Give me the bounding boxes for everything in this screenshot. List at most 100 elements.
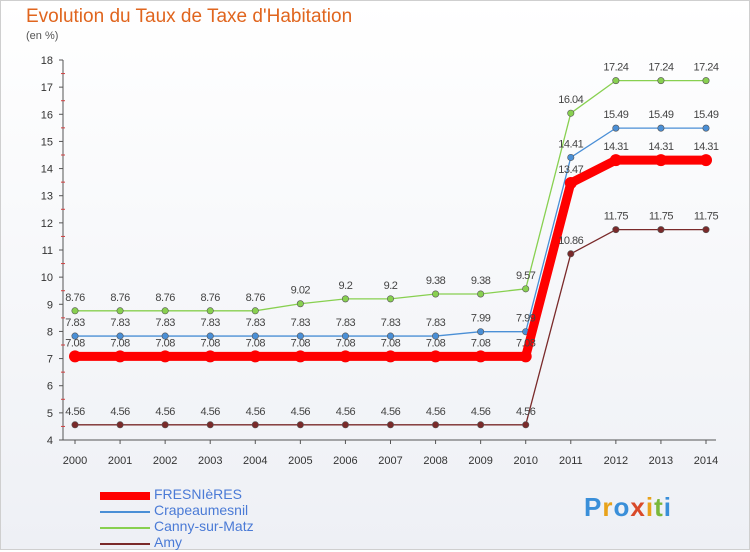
data-point-s4-2006	[341, 421, 349, 429]
data-label-s4-2014: 11.75	[694, 211, 719, 223]
data-label-s3-2009: 9.38	[471, 275, 491, 287]
data-label-s3-2010: 9.57	[516, 270, 536, 282]
series-lines	[69, 77, 712, 429]
data-point-s1-2005	[294, 350, 307, 363]
x-tick-label-2001: 2001	[108, 455, 132, 467]
y-tick-label-4: 4	[47, 435, 53, 447]
data-point-s1-2004	[249, 350, 262, 363]
data-point-s4-2008	[432, 421, 440, 429]
data-label-s1-2010: 7.08	[516, 337, 536, 349]
data-point-s3-2009	[477, 290, 485, 298]
data-point-s4-2003	[206, 421, 214, 429]
data-point-s1-2007	[384, 350, 397, 363]
data-point-s3-2003	[206, 307, 214, 315]
data-point-s2-2000	[71, 332, 79, 340]
data-label-s1-2004: 7.08	[246, 337, 266, 349]
x-tick-label-2013: 2013	[649, 455, 673, 467]
data-label-s4-2007: 4.56	[381, 406, 401, 418]
x-tick-label-2008: 2008	[423, 455, 447, 467]
data-labels: 7.08 7.08 7.08 7.08 7.08 7.08 7.08 7.08 7.08 7.08…	[65, 62, 719, 418]
data-label-s2-2013: 15.49	[648, 109, 673, 121]
data-label-s1-2006: 7.08	[336, 337, 356, 349]
y-tick-label-16: 16	[41, 109, 53, 121]
data-label-s2-2009: 7.99	[471, 313, 491, 325]
data-point-s4-2014	[702, 226, 710, 234]
data-label-s3-2014: 17.24	[693, 62, 718, 74]
data-point-s2-2003	[206, 332, 214, 340]
data-point-s3-2000	[71, 307, 79, 315]
y-tick-label-17: 17	[41, 82, 53, 94]
data-point-s1-2009	[474, 350, 487, 363]
data-label-s2-2000: 7.83	[65, 317, 85, 329]
y-tick-label-5: 5	[47, 408, 53, 420]
y-tick-label-15: 15	[41, 136, 53, 148]
data-label-s1-2012: 14.31	[603, 141, 628, 153]
y-tick-label-12: 12	[41, 218, 53, 230]
data-point-s4-2004	[251, 421, 259, 429]
y-tick-label-6: 6	[47, 381, 53, 393]
y-tick-label-11: 11	[42, 245, 53, 257]
data-point-s4-2007	[386, 421, 394, 429]
data-label-s3-2001: 8.76	[110, 292, 130, 304]
data-point-s1-2001	[114, 350, 127, 363]
data-point-s3-2006	[341, 295, 349, 303]
legend-label: Amy	[154, 534, 182, 550]
data-label-s4-2009: 4.56	[471, 406, 491, 418]
data-label-s4-2011: 10.86	[558, 235, 583, 247]
data-point-s2-2005	[296, 332, 304, 340]
data-point-s3-2004	[251, 307, 259, 315]
data-point-s2-2002	[161, 332, 169, 340]
data-label-s1-2007: 7.08	[381, 337, 401, 349]
data-label-s2-2005: 7.83	[291, 317, 311, 329]
data-label-s4-2000: 4.56	[65, 406, 85, 418]
data-label-s1-2014: 14.31	[693, 141, 718, 153]
data-label-s3-2006: 9.2	[339, 280, 353, 292]
data-label-s3-2011: 16.04	[558, 94, 583, 106]
data-point-s1-2014	[700, 154, 712, 167]
y-tick-label-7: 7	[47, 354, 53, 366]
data-point-s4-2013	[657, 226, 665, 234]
data-label-s4-2008: 4.56	[426, 406, 446, 418]
y-tick-label-18: 18	[41, 55, 53, 67]
data-point-s1-2008	[429, 350, 442, 363]
x-tick-label-2002: 2002	[153, 455, 177, 467]
data-point-s3-2014	[702, 77, 710, 85]
data-point-s3-2008	[432, 290, 440, 298]
data-label-s1-2001: 7.08	[110, 337, 130, 349]
y-tick-label-8: 8	[47, 326, 53, 338]
x-tick-label-2000: 2000	[63, 455, 87, 467]
data-point-s1-2012	[609, 154, 622, 167]
y-tick-label-13: 13	[41, 191, 53, 203]
x-tick-label-2003: 2003	[198, 455, 222, 467]
data-point-s3-2011	[567, 109, 575, 117]
data-point-s4-2002	[161, 421, 169, 429]
data-point-s2-2013	[657, 124, 665, 132]
data-point-s2-2014	[702, 124, 710, 132]
legend-label: Crapeaumesnil	[154, 502, 249, 518]
data-point-s3-2013	[657, 77, 665, 85]
data-label-s2-2012: 15.49	[603, 109, 628, 121]
data-label-s1-2005: 7.08	[291, 337, 311, 349]
data-point-s1-2003	[204, 350, 217, 363]
legend-swatch	[100, 543, 150, 545]
data-point-s4-2001	[116, 421, 124, 429]
data-point-s2-2006	[341, 332, 349, 340]
data-point-s4-2000	[71, 421, 79, 429]
data-point-s3-2007	[386, 295, 394, 303]
data-label-s3-2002: 8.76	[155, 292, 175, 304]
data-label-s4-2004: 4.56	[246, 406, 266, 418]
data-point-s3-2005	[296, 300, 304, 308]
data-label-s2-2011: 14.41	[558, 138, 583, 150]
data-label-s2-2002: 7.83	[155, 317, 175, 329]
data-label-s1-2003: 7.08	[201, 337, 221, 349]
legend-label: FRESNIèRES	[154, 486, 242, 502]
data-point-s4-2005	[296, 421, 304, 429]
legend-swatch	[100, 527, 150, 529]
data-label-s1-2008: 7.08	[426, 337, 446, 349]
x-tick-label-2007: 2007	[378, 455, 402, 467]
chart-subtitle: (en %)	[26, 30, 59, 42]
data-point-s2-2007	[386, 332, 394, 340]
legend-label: Canny-sur-Matz	[154, 518, 254, 534]
data-label-s3-2008: 9.38	[426, 275, 446, 287]
data-point-s1-2006	[339, 350, 352, 363]
